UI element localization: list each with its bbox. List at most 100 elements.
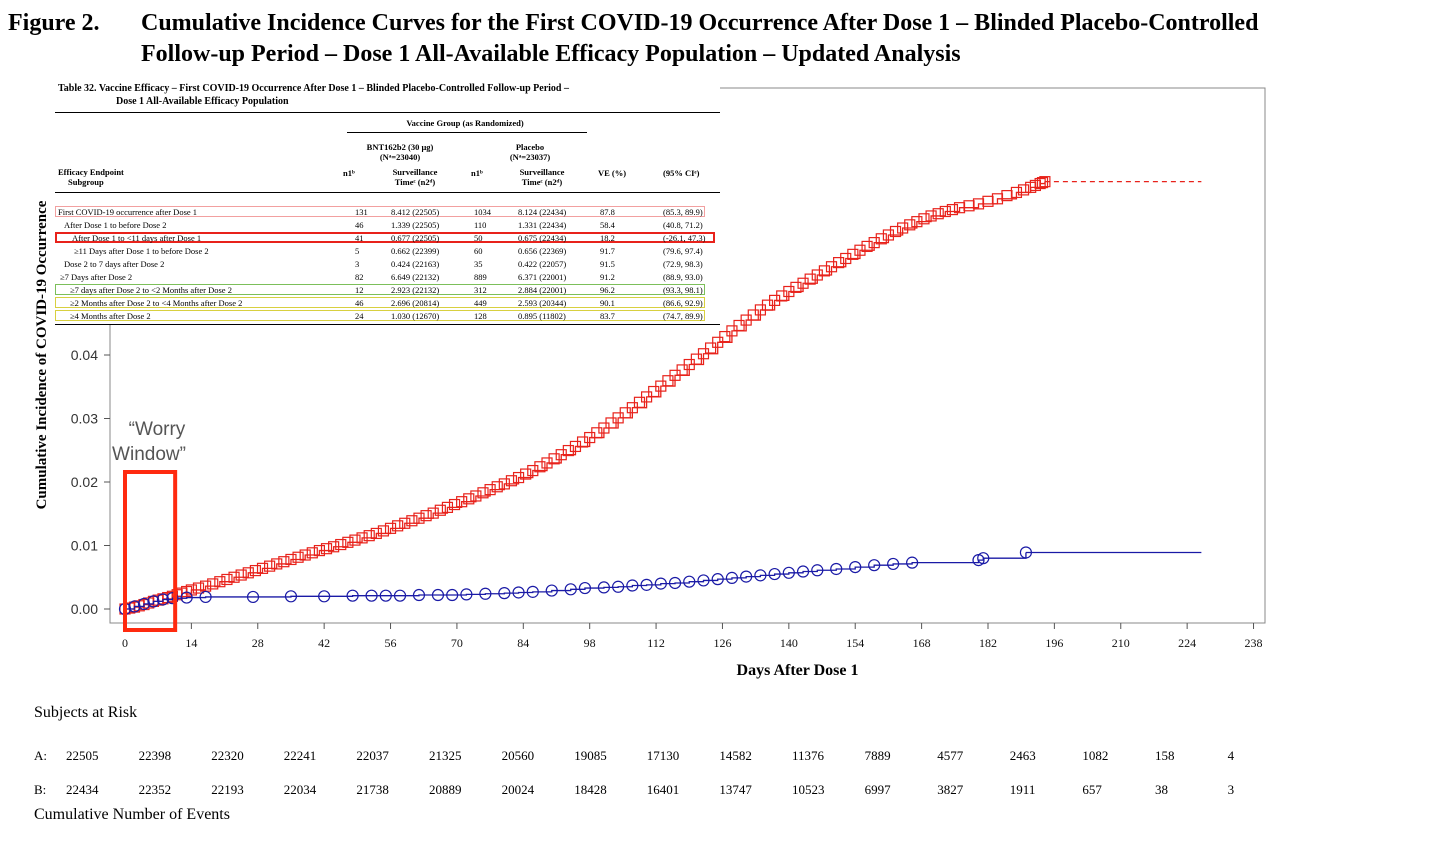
placebo-marker [790, 281, 802, 293]
risk-value: 22398 [138, 748, 172, 763]
y-axis-label: Cumulative Incidence of COVID-19 Occurre… [34, 200, 50, 509]
col-endpoint-2: Subgroup [68, 177, 104, 187]
placebo-marker [413, 512, 425, 524]
placebo-marker [1036, 176, 1049, 189]
table-cell-stp: 8.124 (22434) [518, 207, 567, 217]
subjects-at-risk-heading: Subjects at Risk [34, 704, 138, 721]
vaccine-marker [446, 588, 459, 602]
table-cell-stv: 1.030 (12670) [391, 311, 440, 321]
placebo-marker [534, 461, 546, 473]
table-cell-label: After Dose 1 to <11 days after Dose 1 [72, 233, 202, 243]
table-cell-ci: (86.6, 92.9) [663, 298, 703, 308]
risk-value: 22320 [211, 748, 244, 763]
placebo-marker [370, 527, 382, 540]
placebo-header-2: (Nᵃ=23037) [509, 152, 551, 162]
inset-table-title: Table 32. Vaccine Efficacy – First COVID… [58, 82, 718, 108]
placebo-marker [299, 549, 311, 561]
risk-value: 1911 [1009, 782, 1036, 797]
vaccine-marker [740, 570, 753, 583]
placebo-marker [448, 498, 461, 511]
table-row: Dose 2 to 7 days after Dose 2 3 0.424 (221… [55, 258, 720, 271]
risk-value: 4 [1227, 748, 1235, 763]
x-tick-label: 98 [584, 636, 596, 650]
table-cell-stv: 0.662 (22399) [391, 246, 440, 256]
placebo-marker [342, 536, 354, 548]
placebo-marker [982, 195, 994, 207]
placebo-marker [1039, 176, 1051, 188]
vaccine-marker [166, 592, 179, 605]
placebo-marker [818, 265, 831, 277]
figure-label: Figure 2. [8, 10, 100, 36]
placebo-marker [847, 248, 859, 260]
x-tick-label: 196 [1045, 636, 1063, 650]
table-cell-label: ≥2 Months after Dose 2 to <4 Months afte… [70, 298, 243, 308]
risk-value: 2463 [1009, 748, 1036, 763]
table-rule [55, 192, 720, 193]
vaccine-marker [498, 587, 511, 600]
x-tick-label: 140 [780, 636, 798, 650]
table-cell-stp: 6.371 (22001) [518, 272, 567, 282]
table-cell-n1p: 110 [474, 220, 487, 230]
risk-value: 4577 [937, 748, 964, 763]
highlight-box-overall [55, 206, 705, 217]
risk-row-label: B: [34, 782, 47, 797]
placebo-marker [470, 490, 482, 502]
vaccine-marker [725, 571, 739, 584]
table-row: ≥7 days after Dose 2 to <2 Months after … [55, 284, 720, 297]
table-cell-ci: (88.9, 93.0) [663, 272, 703, 282]
risk-value: 22505 [66, 748, 99, 763]
vaccine-marker [199, 590, 212, 604]
placebo-marker [491, 481, 503, 493]
risk-value: 7889 [864, 748, 891, 763]
placebo-marker [911, 216, 923, 228]
table-cell-stv: 0.677 (22505) [391, 233, 440, 243]
placebo-marker [925, 210, 937, 222]
placebo-marker [477, 487, 489, 499]
vaccine-marker [668, 576, 682, 590]
x-tick-label: 154 [846, 636, 864, 650]
placebo-marker [946, 203, 959, 216]
vaccine-marker [754, 569, 767, 582]
table-row: ≥4 Months after Dose 2 24 1.030 (12670) 128… [55, 310, 720, 323]
table-cell-stv: 2.696 (20814) [391, 298, 440, 308]
placebo-marker [264, 560, 276, 572]
table-cell-n1v: 41 [355, 233, 364, 243]
highlight-box-yellow-1 [55, 297, 705, 308]
table-cell-n1p: 35 [474, 259, 483, 269]
placebo-marker [882, 229, 895, 241]
placebo-marker [434, 504, 446, 516]
placebo-marker [214, 576, 226, 588]
table-cell-n1v: 82 [355, 272, 364, 282]
worry-window-label-2: Window” [112, 444, 186, 465]
table-cell-stp: 1.331 (22434) [518, 220, 567, 230]
table-cell-n1v: 3 [355, 259, 360, 269]
vaccine-marker [887, 557, 900, 571]
col-ve: VE (%) [598, 168, 627, 178]
x-tick-label: 210 [1112, 636, 1130, 650]
cumulative-incidence-chart: 0 14 28 42 56 70 84 98 112 126 140 154 168 182 196 210 2… [34, 87, 1266, 679]
placebo-marker [704, 342, 717, 354]
placebo-marker [512, 471, 525, 484]
vaccine-marker [147, 595, 160, 608]
vaccine-marker [545, 584, 558, 597]
placebo-marker [406, 515, 418, 527]
table-cell-label: ≥4 Months after Dose 2 [70, 311, 151, 321]
placebo-marker [918, 213, 930, 225]
placebo-marker [392, 520, 404, 532]
vaccine-marker [156, 593, 170, 606]
risk-row-label: A: [34, 748, 47, 763]
vaccine-marker [246, 590, 260, 604]
vaccine-marker [526, 585, 539, 598]
col-st-vaccine-1: Surveillance [392, 167, 438, 177]
risk-value: 16401 [646, 782, 680, 797]
placebo-marker [292, 551, 304, 563]
placebo-marker [904, 219, 916, 231]
table-cell-stp: 2.884 (22001) [518, 285, 567, 295]
placebo-marker [285, 553, 297, 566]
table-cell-label: ≥7 Days after Dose 2 [60, 272, 133, 282]
placebo-marker [228, 571, 240, 583]
table-cell-n1p: 889 [474, 272, 487, 282]
placebo-marker [256, 562, 269, 574]
risk-value: 10523 [792, 782, 825, 797]
placebo-marker [875, 233, 887, 245]
